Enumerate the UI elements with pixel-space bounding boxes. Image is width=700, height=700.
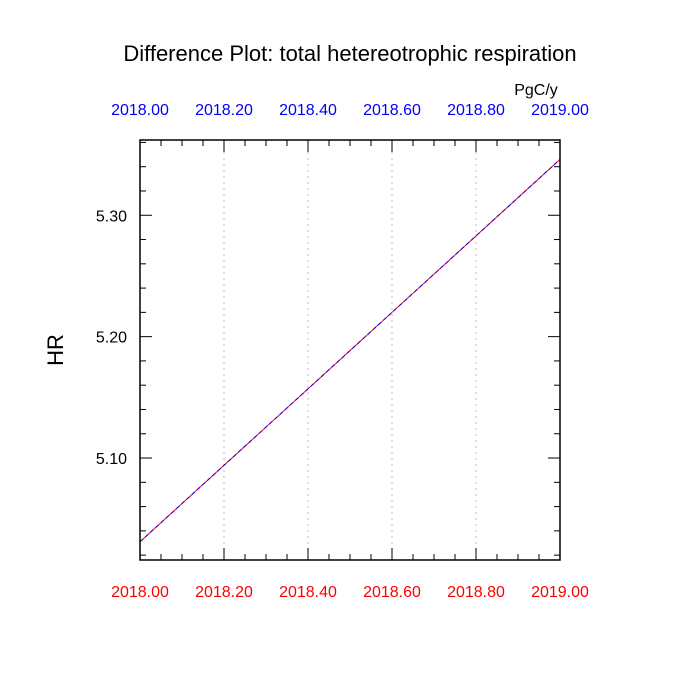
units-label: PgC/y <box>514 82 558 99</box>
tick-labels: 2018.00 2018.20 2018.40 2018.60 2018.80 2019.… <box>96 102 589 601</box>
y-tick-label: 5.20 <box>96 330 127 347</box>
x-tick-label-top: 2018.20 <box>195 102 253 119</box>
x-tick-label-top: 2018.80 <box>447 102 505 119</box>
series-lines <box>139 159 561 543</box>
y-axis-label: HR <box>43 334 68 366</box>
x-tick-label-top: 2018.00 <box>111 102 169 119</box>
axis-ticks <box>139 140 561 560</box>
x-tick-label-bottom: 2018.80 <box>447 584 505 601</box>
x-tick-label-bottom: 2018.40 <box>279 584 337 601</box>
x-tick-label-bottom: 2018.20 <box>195 584 253 601</box>
x-tick-label-top: 2019.00 <box>531 102 589 119</box>
x-tick-label-top: 2018.60 <box>363 102 421 119</box>
x-tick-label-bottom: 2018.00 <box>111 584 169 601</box>
y-tick-label: 5.10 <box>96 451 127 468</box>
x-tick-label-bottom: 2019.00 <box>531 584 589 601</box>
series-line-2 <box>139 159 561 543</box>
grid-lines <box>223 140 477 560</box>
chart-title: Difference Plot: total hetereotrophic re… <box>123 41 576 66</box>
y-tick-label: 5.30 <box>96 208 127 225</box>
x-tick-label-bottom: 2018.60 <box>363 584 421 601</box>
x-tick-label-top: 2018.40 <box>279 102 337 119</box>
